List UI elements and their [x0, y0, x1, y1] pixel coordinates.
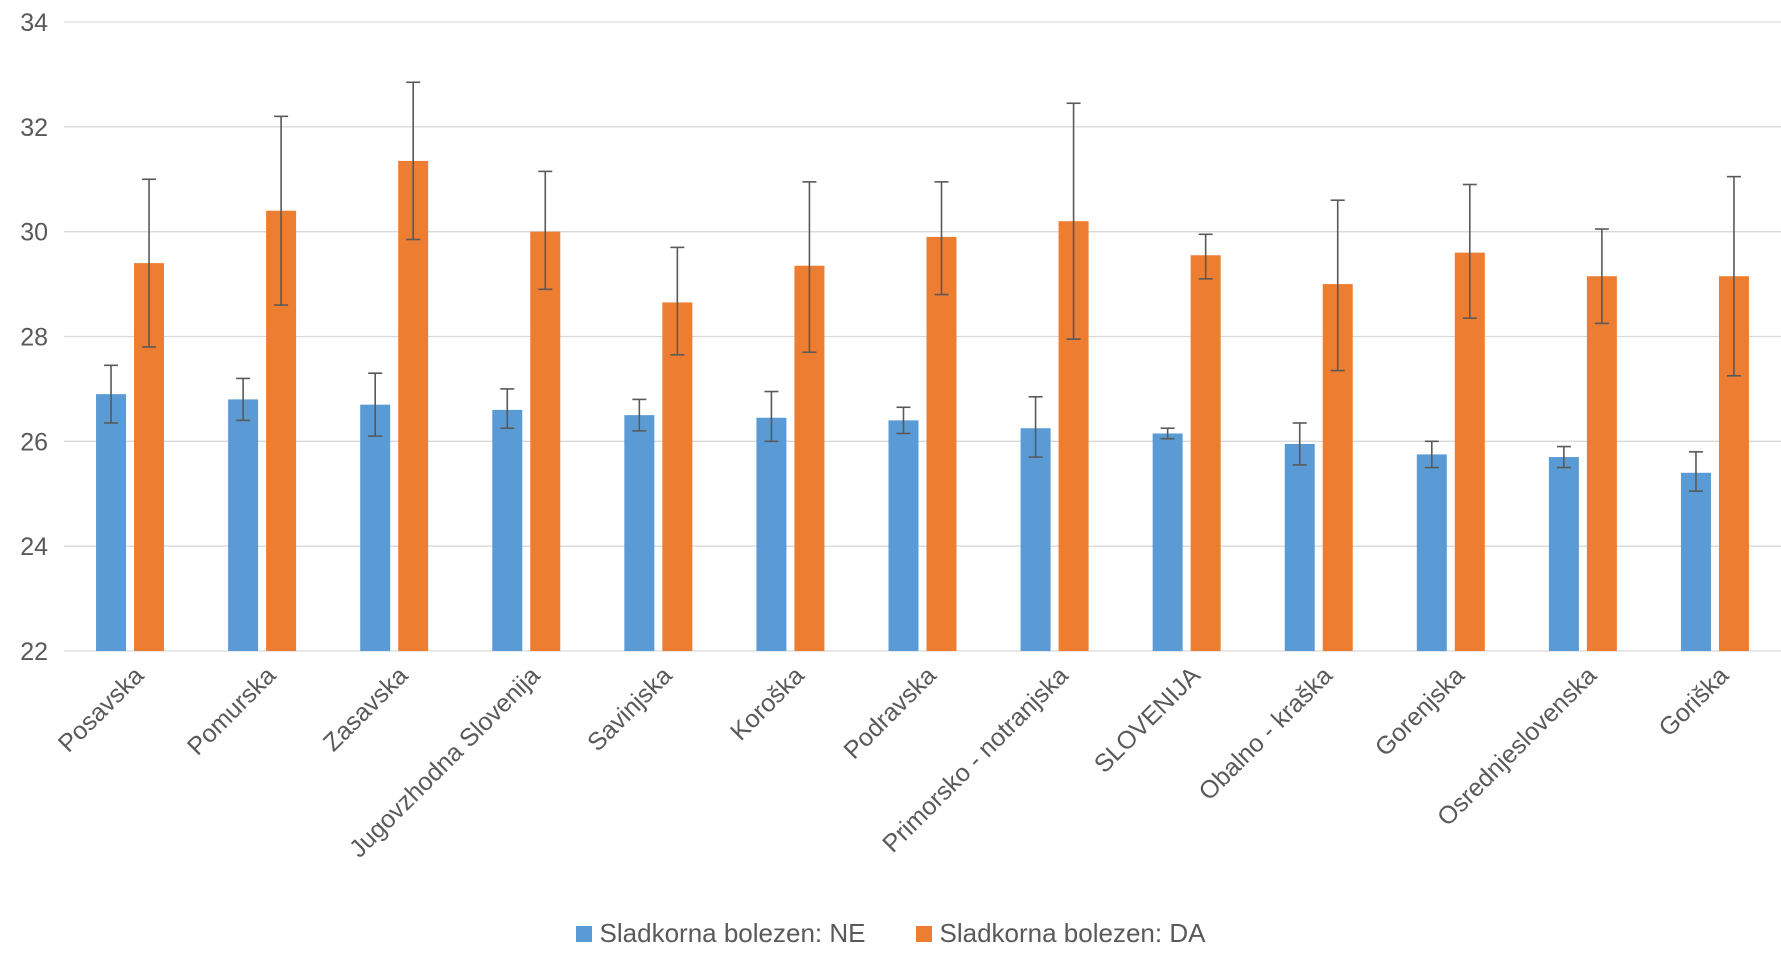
y-tick-label: 28 [20, 324, 48, 352]
x-tick-label: Gorenjska [1370, 661, 1470, 761]
x-tick-label: Savinjska [582, 661, 678, 757]
bar-da [398, 160, 429, 651]
error-bar [1330, 199, 1345, 372]
bar-ne [756, 417, 787, 651]
bars [96, 160, 1749, 652]
bar-da [1190, 255, 1221, 652]
error-bar [236, 377, 251, 422]
bar-ne [1152, 433, 1183, 651]
error-bar [1066, 102, 1081, 340]
error-bar [802, 181, 817, 354]
error-bar [274, 115, 289, 306]
y-tick-label: 26 [20, 428, 48, 456]
legend-swatch-da [915, 925, 932, 942]
y-tick-label: 32 [20, 114, 48, 142]
x-tick-label: Posavska [53, 661, 150, 758]
error-bar [368, 372, 383, 437]
error-bar [934, 181, 949, 296]
x-tick-label: Goriška [1653, 661, 1734, 742]
bar-ne [624, 415, 655, 651]
error-bar [670, 246, 685, 356]
error-bar [1594, 228, 1609, 325]
bar-ne [1284, 443, 1315, 651]
bar-ne [888, 420, 919, 651]
error-bar [764, 390, 779, 443]
bar-da [1586, 276, 1617, 651]
x-tick-label: Pomurska [182, 661, 281, 760]
bar-da [662, 302, 693, 651]
error-bar [406, 81, 421, 241]
y-tick-label: 24 [20, 533, 48, 561]
legend: Sladkorna bolezen: NE Sladkorna bolezen:… [0, 918, 1781, 949]
error-bar [632, 398, 647, 432]
error-bar [1292, 422, 1307, 466]
bar-ne [96, 394, 127, 651]
bar-ne [1548, 457, 1579, 651]
error-bar [1688, 451, 1703, 492]
error-bar [142, 178, 157, 348]
x-tick-label: Zasavska [318, 661, 414, 757]
bar-ne [1020, 428, 1051, 651]
x-tick-label: SLOVENIJA [1089, 661, 1206, 778]
y-tick-label: 34 [20, 9, 48, 37]
legend-label-ne: Sladkorna bolezen: NE [599, 918, 866, 948]
bar-ne [228, 399, 259, 651]
bar-da [1454, 252, 1485, 651]
error-bar [1462, 183, 1477, 319]
error-bars [104, 81, 1741, 492]
error-bar [1726, 175, 1741, 377]
error-bar [1160, 427, 1175, 440]
legend-item-da[interactable]: Sladkorna bolezen: DA [915, 918, 1206, 949]
bar-ne [1680, 472, 1711, 651]
x-tick-label: Koroška [725, 661, 810, 746]
bar-ne [492, 409, 523, 651]
error-bar [896, 406, 911, 435]
x-tick-label: Obalno - kraška [1193, 661, 1338, 806]
bar-da [926, 236, 957, 652]
bar-ne [1416, 454, 1447, 651]
error-bar [1028, 395, 1043, 458]
error-bar [500, 388, 515, 430]
y-axis-tick-labels: 22 24 26 28 30 32 34 [20, 9, 48, 666]
bar-da [530, 231, 561, 651]
x-tick-label: Podravska [838, 661, 941, 764]
y-tick-label: 30 [20, 219, 48, 247]
error-bar [104, 364, 119, 424]
legend-label-da: Sladkorna bolezen: DA [939, 918, 1206, 948]
error-bar [1424, 440, 1439, 469]
legend-swatch-ne [575, 925, 592, 942]
y-tick-label: 22 [20, 638, 48, 666]
gridlines [64, 21, 1781, 652]
bar-ne [360, 404, 391, 651]
error-bar [1198, 233, 1213, 280]
error-bar [1556, 445, 1571, 469]
legend-item-ne[interactable]: Sladkorna bolezen: NE [575, 918, 866, 949]
error-bar [538, 170, 553, 291]
